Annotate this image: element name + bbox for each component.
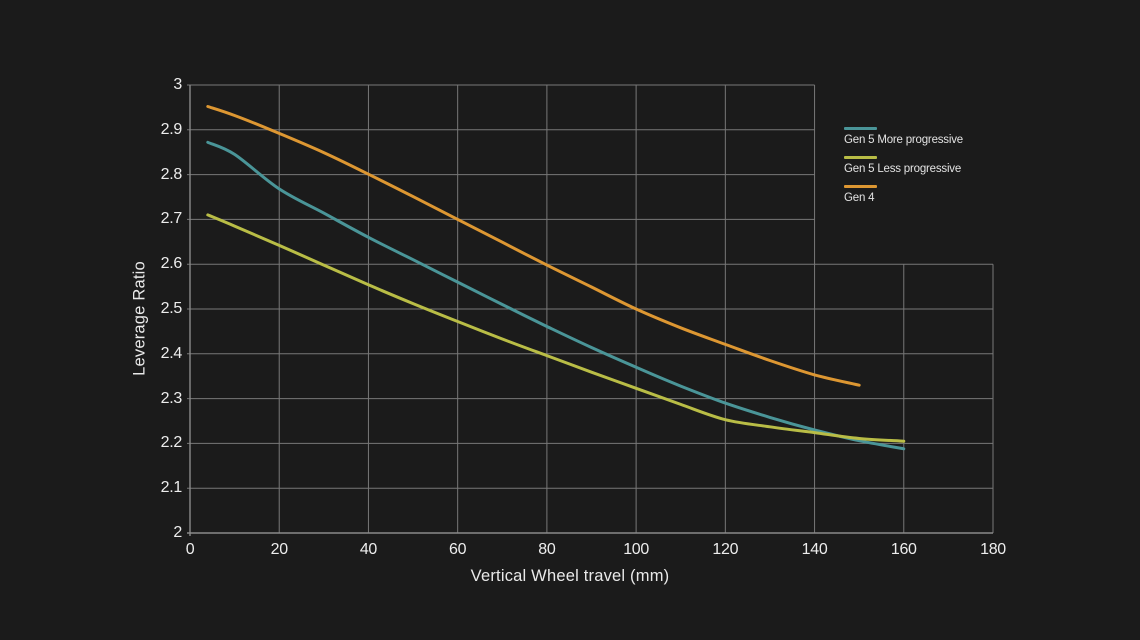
- x-tick-label: 40: [359, 541, 378, 558]
- y-tick-label: 2.5: [160, 300, 183, 317]
- y-tick-label: 2.6: [160, 255, 183, 273]
- legend-swatch: [844, 127, 877, 130]
- legend-item: Gen 4: [844, 185, 963, 205]
- x-tick-label: 60: [449, 541, 467, 558]
- x-tick-label: 180: [980, 541, 1006, 558]
- y-tick-label: 2.3: [160, 389, 183, 407]
- x-tick-label: 140: [801, 541, 828, 558]
- x-tick-label: 100: [623, 541, 649, 558]
- legend-label: Gen 4: [844, 192, 875, 204]
- legend-swatch: [844, 156, 877, 159]
- legend-swatch: [844, 185, 877, 188]
- x-tick-label: 120: [712, 541, 739, 558]
- y-tick-label: 2.1: [160, 479, 183, 497]
- y-tick-label: 2.4: [160, 344, 183, 362]
- series-line-gen-4: [206, 105, 861, 387]
- legend-label: Gen 5 Less progressive: [844, 163, 962, 175]
- y-axis-title: Leverage Ratio: [130, 261, 149, 376]
- series-line-gen-5-more-progressive: [206, 140, 906, 451]
- series-line-gen-5-less-progressive: [206, 213, 906, 443]
- y-tick-label: 2.2: [160, 434, 183, 452]
- y-tick-label: 3: [173, 76, 182, 93]
- legend-label: Gen 5 More progressive: [844, 134, 963, 146]
- x-tick-label: 20: [270, 541, 289, 558]
- x-tick-label: 80: [538, 541, 556, 558]
- legend-item: Gen 5 Less progressive: [844, 156, 963, 176]
- y-tick-label: 2.8: [160, 165, 183, 183]
- legend: Gen 5 More progressive Gen 5 Less progres…: [844, 127, 963, 214]
- x-tick-label: 160: [890, 541, 917, 558]
- y-tick-label: 2.7: [160, 210, 183, 228]
- y-tick-label: 2.9: [160, 120, 183, 138]
- x-tick-label: 0: [185, 541, 195, 558]
- legend-item: Gen 5 More progressive: [844, 127, 963, 147]
- x-axis-title: Vertical Wheel travel (mm): [470, 567, 670, 585]
- y-tick-label: 2: [173, 524, 182, 541]
